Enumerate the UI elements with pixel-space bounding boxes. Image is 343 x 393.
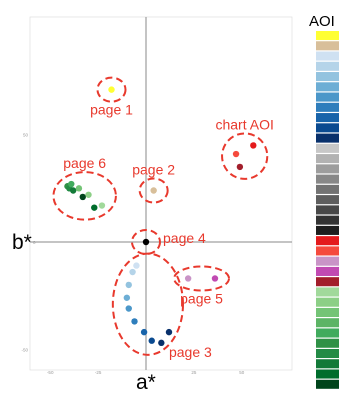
y-tick-label: -50 [21,347,28,352]
legend-swatch [316,318,339,328]
legend-swatch [316,215,339,225]
aoi-group-page-5: page 5 [173,265,230,306]
data-point [123,294,131,301]
legend-swatch [316,102,339,112]
aoi-group-label: page 2 [132,161,175,177]
legend-swatch [316,225,339,235]
aoi-group-page-2: page 2 [132,161,175,204]
legend-swatch [316,277,339,287]
aoi-group-page-4: page 4 [131,229,206,255]
legend-swatch [316,174,339,184]
axis-ticks: -50 -25 25 50 50 -50 0 [21,133,244,375]
data-point [131,318,138,325]
legend-swatch [316,256,339,266]
legend-swatch [316,369,339,379]
aoi-group-page-3: page 3 [111,252,212,360]
legend-swatch [316,348,339,359]
x-tick-label: -50 [47,370,54,375]
data-point [79,193,86,201]
aoi-group-label: page 1 [90,102,133,118]
legend-swatch [316,246,339,256]
legend-swatch [316,195,339,205]
data-point [148,337,155,344]
data-point [69,187,77,194]
legend-swatch [316,113,339,123]
aoi-group-chart-aoi: chart AOI [215,116,274,180]
aoi-boundary [96,76,127,103]
data-point [211,275,219,282]
legend-swatch [316,379,339,389]
aoi-group-label: page 3 [169,344,212,360]
data-point [184,275,192,282]
data-point [232,150,240,158]
y-axis-label: b* [12,231,32,254]
legend-title: AOI [309,13,335,30]
data-point [68,180,75,188]
data-point [158,339,165,347]
legend-swatch [316,41,339,51]
data-point [125,281,132,289]
legend-swatch [316,328,339,338]
legend-swatch [316,143,339,153]
legend-swatch [316,92,339,102]
legend-swatch [316,82,339,92]
legend-swatch [316,61,339,71]
legend-swatch [316,287,339,297]
aoi-group-label: page 6 [63,155,106,171]
data-point [75,185,83,192]
data-point [125,305,132,312]
data-point [133,262,140,269]
legend-swatch [316,31,339,41]
data-point [150,187,157,194]
aoi-boundary [221,132,269,180]
data-point [85,191,92,198]
aoi-boundary [52,171,117,221]
data-point [165,328,173,336]
legend-swatch [316,297,339,307]
legend-swatch [316,236,339,246]
data-point [140,328,148,336]
data-point [250,142,257,149]
y-tick-label: 50 [23,133,29,138]
legend-swatch [316,205,339,215]
legend-swatch [316,51,339,61]
data-point [236,163,244,171]
aoi-group-label: page 5 [180,290,223,306]
plot-frame [29,16,293,371]
x-axis-label: a* [136,371,156,393]
legend-swatch [316,154,339,164]
data-point [91,204,98,211]
data-point [142,238,150,246]
origin-tick-label: 0 [33,240,36,245]
legend-swatch [316,133,339,143]
legend-swatch [316,307,339,317]
aoi-groups: page 1 chart AOI page 6 page 2 page 4 page 5 p… [52,76,274,360]
aoi-group-label: chart AOI [215,116,273,132]
legend-swatch [316,266,339,276]
aoi-boundary [173,265,230,292]
aoi-boundary [131,229,161,255]
aoi-group-label: page 4 [163,230,206,246]
legend-swatch [316,184,339,194]
aoi-group-page-1: page 1 [90,76,133,118]
aoi-group-page-6: page 6 [52,155,117,221]
legend-swatch [316,359,339,369]
legend-swatch [316,338,339,348]
legend-swatch [316,164,339,174]
legend-swatch [316,72,339,82]
data-point [129,268,136,276]
data-point [108,86,115,93]
aoi-boundary [111,252,184,356]
legend-swatch [316,123,339,133]
aoi-legend [316,31,339,389]
x-tick-label: 50 [239,370,245,375]
aoi-boundary [138,177,169,204]
data-point [98,202,106,209]
x-tick-label: 25 [191,370,197,375]
x-tick-label: -25 [95,370,102,375]
